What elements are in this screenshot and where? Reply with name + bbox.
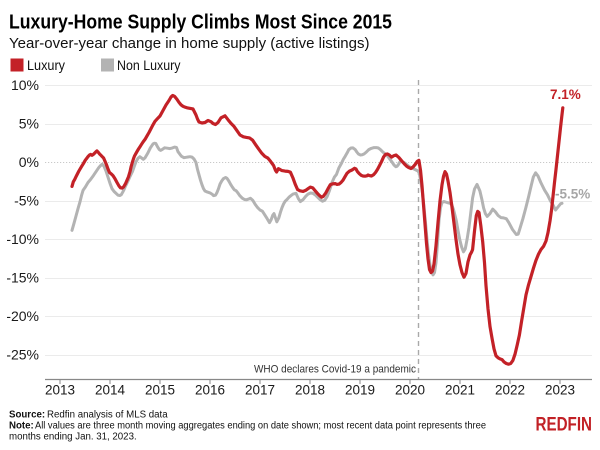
svg-text:-20%: -20% [6, 308, 39, 324]
svg-text:2017: 2017 [245, 383, 275, 398]
svg-text:2022: 2022 [495, 383, 525, 398]
svg-text:10%: 10% [11, 77, 39, 93]
svg-text:2014: 2014 [95, 383, 126, 398]
svg-text:7.1%: 7.1% [550, 87, 581, 102]
svg-text:2018: 2018 [295, 383, 325, 398]
svg-text:2015: 2015 [145, 383, 175, 398]
svg-text:Redfin analysis of MLS data: Redfin analysis of MLS data [47, 410, 168, 421]
svg-text:-5.5%: -5.5% [555, 187, 590, 202]
svg-text:-10%: -10% [6, 231, 39, 247]
svg-text:Year-over-year change in home: Year-over-year change in home supply (ac… [9, 35, 369, 52]
svg-text:2016: 2016 [195, 383, 225, 398]
svg-text:-5%: -5% [14, 193, 39, 209]
svg-text:-15%: -15% [6, 270, 39, 286]
svg-text:Non Luxury: Non Luxury [117, 57, 181, 73]
svg-text:Luxury: Luxury [27, 57, 65, 73]
svg-text:2021: 2021 [445, 383, 475, 398]
svg-text:Note:: Note: [9, 421, 34, 432]
svg-text:2013: 2013 [45, 383, 75, 398]
svg-text:5%: 5% [19, 116, 39, 132]
svg-text:All values are three month mov: All values are three month moving aggreg… [35, 421, 486, 432]
svg-text:Source:: Source: [9, 410, 45, 421]
svg-text:0%: 0% [19, 154, 39, 170]
svg-text:Luxury-Home Supply Climbs Most: Luxury-Home Supply Climbs Most Since 201… [9, 12, 392, 34]
svg-text:2023: 2023 [545, 383, 575, 398]
svg-text:2020: 2020 [395, 383, 425, 398]
svg-text:2019: 2019 [345, 383, 375, 398]
svg-text:WHO declares Covid-19 a pandem: WHO declares Covid-19 a pandemic [254, 364, 416, 376]
svg-text:-25%: -25% [6, 347, 39, 363]
svg-text:months ending Jan. 31, 2023.: months ending Jan. 31, 2023. [9, 432, 137, 443]
svg-text:REDFIN: REDFIN [536, 415, 593, 436]
